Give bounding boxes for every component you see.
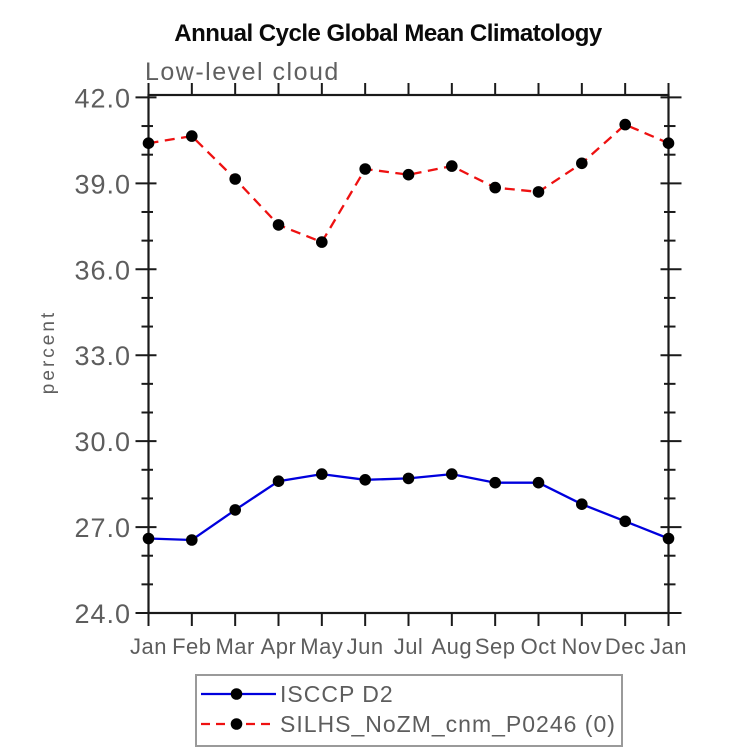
x-tick-label: Oct <box>521 634 557 659</box>
y-tick-label: 42.0 <box>74 83 131 113</box>
series-1-marker <box>272 219 285 231</box>
y-tick-label: 24.0 <box>74 599 131 629</box>
series-0-marker <box>619 515 631 528</box>
x-tick-label: Jan <box>650 634 687 659</box>
series-1-marker <box>142 137 155 149</box>
x-tick-label: May <box>300 634 343 659</box>
legend: ISCCP D2 SILHS_NoZM_cnm_P0246 (0) <box>195 674 623 747</box>
series-1-marker <box>619 118 631 131</box>
series-0-marker <box>576 498 588 511</box>
x-tick-label: Sep <box>475 634 516 659</box>
x-tick-label: Apr <box>261 634 297 659</box>
series-1-marker <box>532 186 545 198</box>
series-1-marker <box>576 157 588 170</box>
x-tick-label: Jun <box>347 634 384 659</box>
legend-marker-circle <box>230 718 243 730</box>
series-1-marker <box>662 137 675 149</box>
y-tick-label: 30.0 <box>74 427 131 457</box>
series-0-marker <box>662 532 675 545</box>
series-1-marker <box>402 168 415 181</box>
series-1-marker <box>316 236 328 248</box>
series-0-marker <box>489 476 502 489</box>
series-0-marker <box>272 475 285 488</box>
legend-box <box>195 674 623 747</box>
x-tick-label: Jul <box>394 634 424 659</box>
y-tick-label: 39.0 <box>74 169 131 199</box>
y-tick-label: 33.0 <box>74 341 131 371</box>
chart-subtitle: Low-level cloud <box>145 58 340 86</box>
x-tick-label: Aug <box>432 634 473 659</box>
x-tick-label: Mar <box>215 634 254 659</box>
y-tick-label: 36.0 <box>74 255 131 285</box>
series-0-marker <box>316 468 328 480</box>
series-1-marker <box>186 130 198 142</box>
series-line-1 <box>148 123 669 244</box>
legend-item-isccp-d2: ISCCP D2 <box>201 681 394 707</box>
legend-marker-circle <box>230 688 243 700</box>
series-0-marker <box>402 472 415 485</box>
x-tick-label: Dec <box>605 634 646 659</box>
series-1-marker <box>229 173 241 185</box>
series-0-marker <box>446 468 458 480</box>
chart-title: Annual Cycle Global Mean Climatology <box>174 20 603 47</box>
legend-item-silhs: SILHS_NoZM_cnm_P0246 (0) <box>201 711 616 737</box>
legend-label: SILHS_NoZM_cnm_P0246 (0) <box>280 711 616 737</box>
y-axis-label: percent <box>38 310 59 394</box>
x-tick-label: Jan <box>130 634 167 659</box>
series-1-marker <box>489 181 502 194</box>
x-tick-label: Nov <box>562 634 603 659</box>
series-1-marker <box>359 163 372 175</box>
y-tick-label: 27.0 <box>74 513 131 543</box>
series-0-marker <box>229 504 241 516</box>
series-1-marker <box>446 160 458 172</box>
series-0-marker <box>359 474 372 486</box>
series-0-marker <box>186 534 198 546</box>
legend-label: ISCCP D2 <box>280 681 394 707</box>
series-0-marker <box>532 476 545 489</box>
series-0-marker <box>142 532 155 545</box>
x-tick-label: Feb <box>172 634 211 659</box>
